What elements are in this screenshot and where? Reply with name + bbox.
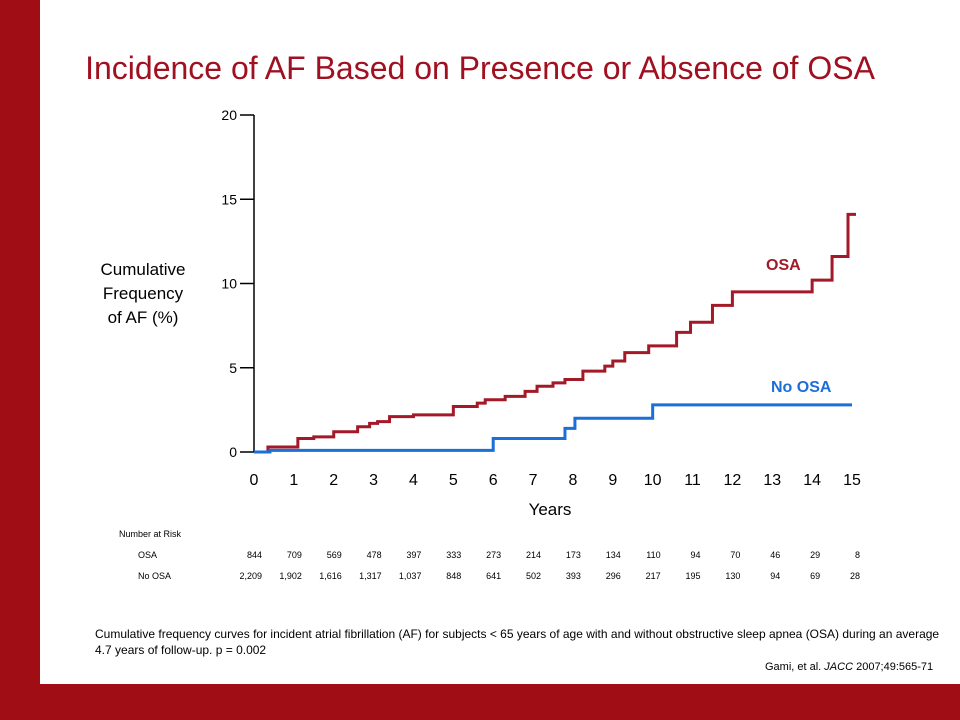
x-tick-label: 10 [644,472,662,489]
risk-cell: 1,317 [359,571,382,581]
risk-row-label-no-osa: No OSA [138,571,172,581]
citation: Gami, et al. JACC 2007;49:565-71 [765,661,933,673]
x-tick-label: 11 [684,472,701,489]
risk-cell: 69 [810,571,821,581]
risk-cell: 130 [725,571,741,581]
risk-cell: 1,037 [398,571,422,581]
risk-cell: 110 [646,550,661,560]
risk-cell: 393 [565,571,581,581]
risk-cell: 1,616 [319,571,342,581]
x-tick-label: 12 [724,472,742,489]
x-tick-label: 9 [608,472,617,489]
x-tick-label: 6 [489,472,498,489]
risk-cell: 214 [526,550,542,560]
risk-cell: 195 [685,571,701,581]
risk-table-heading: Number at Risk [119,529,182,539]
y-tick-label: 15 [221,191,237,207]
risk-cell: 333 [446,550,462,560]
risk-cell: 28 [849,571,860,581]
figure-caption: Cumulative frequency curves for incident… [95,627,940,657]
risk-cell: 397 [406,550,422,560]
y-tick-label: 20 [221,107,237,123]
risk-cell: 46 [770,550,781,560]
risk-cell: 709 [286,550,302,560]
risk-cell: 94 [690,550,701,560]
x-tick-label: 7 [529,472,538,489]
series-line-osa [254,212,856,454]
risk-cell: 848 [446,571,462,581]
x-tick-label: 1 [289,472,298,489]
x-tick-label: 3 [369,472,378,489]
x-tick-label: 8 [568,472,577,489]
x-tick-label: 13 [763,472,781,489]
risk-cell: 2,209 [239,571,262,581]
risk-cell: 569 [326,550,342,560]
risk-cell: 8 [854,550,860,560]
risk-cell: 273 [486,550,502,560]
x-tick-label: 15 [843,472,861,489]
risk-cell: 296 [605,571,621,581]
y-tick-label: 0 [229,444,237,460]
citation-suffix: 2007;49:565-71 [853,661,934,673]
slide-background [40,0,960,684]
risk-cell: 502 [526,571,542,581]
chart-title: Incidence of AF Based on Presence or Abs… [85,50,875,86]
risk-cell: 134 [605,550,621,560]
risk-cell: 70 [730,550,741,560]
x-tick-label: 5 [449,472,458,489]
y-tick-label: 5 [229,360,237,376]
x-axis-label: Years [528,500,572,519]
y-axis-label: Cumulative Frequency of AF (%) [100,260,186,327]
risk-cell: 844 [246,550,262,560]
risk-cell: 1,902 [279,571,302,581]
y-tick-label: 10 [221,276,237,292]
citation-prefix: Gami, et al. [765,661,825,673]
no-osa-series-label: No OSA [771,379,832,396]
risk-cell: 29 [810,550,821,560]
risk-cell: 217 [645,571,661,581]
risk-cell: 641 [486,571,502,581]
risk-cell: 94 [770,571,781,581]
x-tick-label: 0 [250,472,259,489]
risk-cell: 478 [366,550,382,560]
risk-row-label-osa: OSA [138,550,158,560]
x-tick-label: 4 [409,472,418,489]
series-line-no-osa [254,403,852,454]
risk-cell: 173 [565,550,581,560]
osa-series-label: OSA [766,257,801,274]
citation-journal: JACC [824,661,854,673]
x-tick-label: 2 [329,472,338,489]
x-tick-label: 14 [803,472,821,489]
